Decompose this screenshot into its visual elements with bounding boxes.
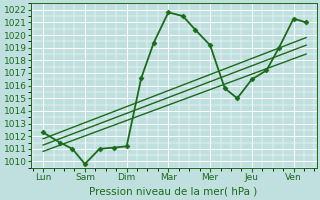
X-axis label: Pression niveau de la mer( hPa ): Pression niveau de la mer( hPa )	[90, 187, 258, 197]
